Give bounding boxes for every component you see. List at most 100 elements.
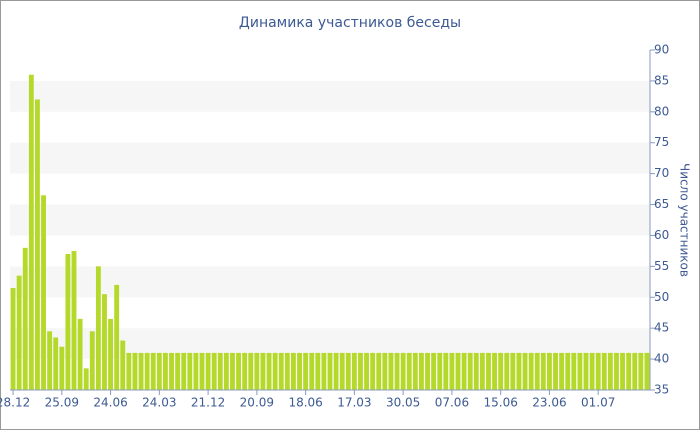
bar xyxy=(461,352,467,390)
bar xyxy=(400,352,406,390)
x-tick-label: 24.06 xyxy=(93,396,127,410)
bar xyxy=(425,352,430,390)
bar xyxy=(22,247,28,390)
bar xyxy=(406,352,412,390)
bar xyxy=(108,318,114,390)
bar xyxy=(34,99,40,391)
x-tick-label: 24.03 xyxy=(142,396,176,410)
x-tick-label: 30.05 xyxy=(386,396,420,410)
y-tick-label: 85 xyxy=(654,73,669,87)
bar xyxy=(418,352,424,390)
bar xyxy=(199,352,205,390)
bar xyxy=(327,352,333,390)
bar xyxy=(473,352,479,390)
bar xyxy=(248,352,254,390)
bar xyxy=(10,288,16,390)
bar xyxy=(205,352,211,390)
bar xyxy=(132,352,138,390)
x-tick-label: 23.06 xyxy=(532,396,566,410)
bar xyxy=(571,352,577,390)
y-tick-label: 80 xyxy=(654,104,669,118)
x-tick-label: 28.12 xyxy=(0,396,30,410)
y-tick-label: 75 xyxy=(654,135,669,149)
bar xyxy=(284,352,290,390)
bar xyxy=(351,352,357,390)
bar xyxy=(626,352,632,390)
bar xyxy=(254,352,260,390)
y-tick-label: 35 xyxy=(654,383,669,397)
bar xyxy=(266,352,272,390)
bar xyxy=(382,352,388,390)
bar xyxy=(156,352,162,390)
bar xyxy=(175,352,181,390)
bar xyxy=(388,352,394,390)
bar xyxy=(620,352,626,390)
grid-band xyxy=(10,266,650,298)
y-tick-label: 70 xyxy=(654,166,669,180)
y-tick-label: 90 xyxy=(654,43,669,57)
bar xyxy=(211,352,217,390)
y-axis-label: Число участников xyxy=(678,163,692,277)
bar xyxy=(534,352,540,390)
x-tick-label: 17.03 xyxy=(337,396,371,410)
bar xyxy=(95,266,101,390)
bar xyxy=(181,352,187,390)
y-tick-label: 60 xyxy=(654,228,669,242)
y-tick-label: 55 xyxy=(654,259,669,273)
bar xyxy=(28,74,34,391)
bar xyxy=(601,352,607,390)
bar xyxy=(498,352,504,390)
bar xyxy=(638,352,644,390)
bar xyxy=(260,352,266,390)
bar xyxy=(431,352,437,390)
bar xyxy=(169,352,174,390)
bar xyxy=(492,352,498,390)
bar xyxy=(522,352,528,390)
grid-band xyxy=(10,142,650,174)
bar xyxy=(321,352,327,390)
x-tick-label: 01.07 xyxy=(581,396,615,410)
bar xyxy=(540,352,546,390)
x-tick-label: 25.09 xyxy=(45,396,79,410)
grid-band xyxy=(10,80,650,112)
x-tick-label: 07.06 xyxy=(435,396,469,410)
bar xyxy=(546,352,552,390)
bar xyxy=(565,352,571,390)
bar xyxy=(59,346,65,390)
bar xyxy=(437,352,443,390)
bar xyxy=(102,294,107,390)
bar xyxy=(83,368,89,390)
bar xyxy=(614,352,619,390)
bar xyxy=(559,352,565,390)
chart-title: Динамика участников беседы xyxy=(239,15,461,31)
y-tick-label: 45 xyxy=(654,321,669,335)
bar xyxy=(486,352,491,390)
bar xyxy=(120,340,126,390)
bar xyxy=(583,352,589,390)
bar xyxy=(278,352,284,390)
y-tick-label: 50 xyxy=(654,290,669,304)
x-tick-label: 15.06 xyxy=(483,396,517,410)
y-tick-label: 40 xyxy=(654,352,669,366)
bar xyxy=(193,352,199,390)
bar xyxy=(394,352,400,390)
bar xyxy=(242,352,248,390)
bar xyxy=(144,352,150,390)
bar xyxy=(230,352,235,390)
bar xyxy=(236,352,242,390)
bar xyxy=(376,352,382,390)
bar xyxy=(138,352,144,390)
bar xyxy=(114,284,120,390)
bar xyxy=(510,352,516,390)
bar xyxy=(632,352,638,390)
bar xyxy=(358,352,363,390)
bar xyxy=(644,352,650,390)
bar xyxy=(504,352,510,390)
bar xyxy=(187,352,193,390)
x-tick-label: 21.12 xyxy=(191,396,225,410)
bar xyxy=(370,352,376,390)
bar xyxy=(41,195,46,390)
bar xyxy=(315,352,321,390)
bar xyxy=(89,331,95,390)
bar xyxy=(162,352,168,390)
